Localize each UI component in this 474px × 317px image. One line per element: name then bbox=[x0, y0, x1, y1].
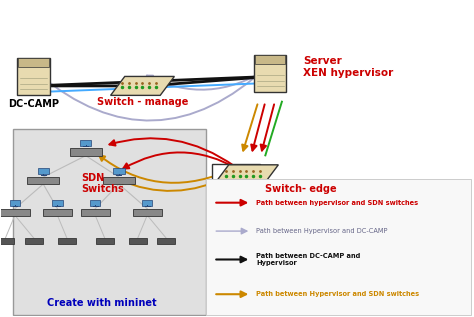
Text: SDN
Switchs: SDN Switchs bbox=[81, 173, 124, 194]
Text: Path between Hypervisor and SDN switches: Path between Hypervisor and SDN switches bbox=[256, 291, 419, 297]
FancyBboxPatch shape bbox=[142, 200, 153, 205]
Text: Path between DC-CAMP and
Hypervisor: Path between DC-CAMP and Hypervisor bbox=[256, 253, 360, 266]
FancyBboxPatch shape bbox=[90, 200, 100, 205]
Polygon shape bbox=[110, 76, 174, 95]
FancyBboxPatch shape bbox=[212, 164, 260, 186]
Text: Create with mininet: Create with mininet bbox=[47, 298, 157, 308]
FancyBboxPatch shape bbox=[129, 238, 147, 244]
FancyBboxPatch shape bbox=[58, 238, 76, 244]
Text: Path between hypervisor and SDN switches: Path between hypervisor and SDN switches bbox=[256, 200, 418, 206]
Polygon shape bbox=[215, 165, 278, 184]
FancyBboxPatch shape bbox=[37, 168, 49, 174]
FancyBboxPatch shape bbox=[43, 209, 72, 216]
FancyBboxPatch shape bbox=[0, 238, 14, 244]
FancyBboxPatch shape bbox=[0, 209, 29, 216]
FancyBboxPatch shape bbox=[113, 168, 125, 174]
FancyBboxPatch shape bbox=[27, 177, 59, 184]
Text: Path between Hypervisor and DC-CAMP: Path between Hypervisor and DC-CAMP bbox=[256, 228, 387, 234]
FancyBboxPatch shape bbox=[18, 58, 50, 95]
Text: Switch- edge: Switch- edge bbox=[265, 184, 337, 194]
FancyBboxPatch shape bbox=[80, 140, 91, 146]
FancyBboxPatch shape bbox=[18, 58, 49, 68]
FancyBboxPatch shape bbox=[81, 209, 110, 216]
FancyBboxPatch shape bbox=[25, 238, 43, 244]
FancyBboxPatch shape bbox=[12, 128, 206, 315]
FancyBboxPatch shape bbox=[103, 177, 135, 184]
FancyBboxPatch shape bbox=[255, 55, 285, 64]
Text: Switch - manage: Switch - manage bbox=[97, 97, 188, 107]
FancyBboxPatch shape bbox=[254, 55, 286, 92]
Text: Server
XEN hypervisor: Server XEN hypervisor bbox=[303, 56, 393, 78]
FancyBboxPatch shape bbox=[206, 179, 471, 315]
FancyBboxPatch shape bbox=[70, 148, 101, 156]
FancyBboxPatch shape bbox=[157, 238, 175, 244]
FancyBboxPatch shape bbox=[52, 200, 63, 205]
FancyBboxPatch shape bbox=[96, 238, 114, 244]
Text: DC-CAMP: DC-CAMP bbox=[8, 99, 59, 108]
FancyBboxPatch shape bbox=[133, 209, 162, 216]
FancyBboxPatch shape bbox=[9, 200, 20, 205]
